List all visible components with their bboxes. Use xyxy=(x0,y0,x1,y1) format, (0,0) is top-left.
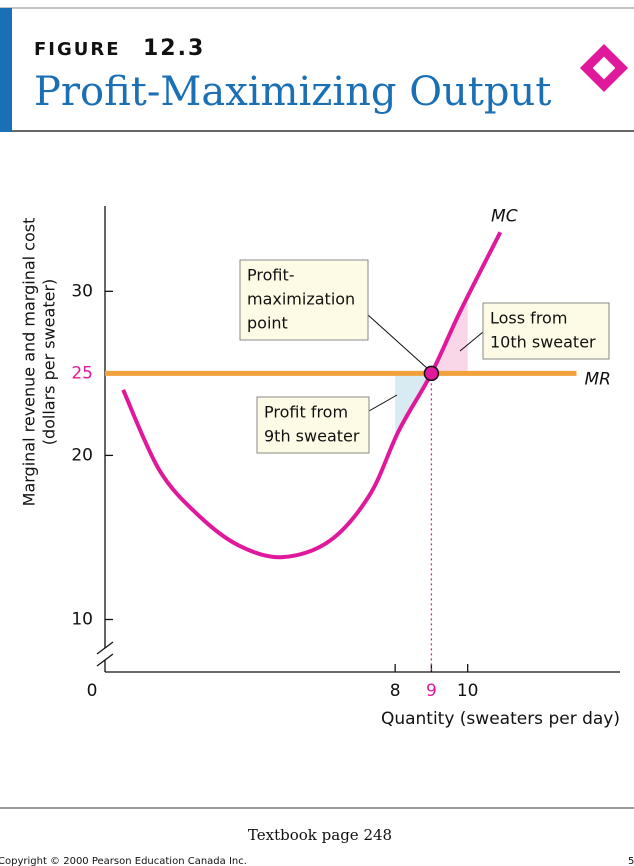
annotation-text: Profit- xyxy=(247,266,295,285)
x-tick-label: 0 xyxy=(87,681,98,701)
annotation-box xyxy=(239,259,369,341)
series-label: MC xyxy=(491,206,518,226)
y-axis-label: (dollars per sweater) xyxy=(40,279,59,446)
leader-line xyxy=(459,331,484,352)
header-bar xyxy=(0,8,12,132)
y-tick-label: 10 xyxy=(71,609,93,629)
annotation-text: maximization xyxy=(247,290,355,309)
slide-number: 5 xyxy=(628,856,634,866)
x-axis-label: Quantity (sweaters per day) xyxy=(381,709,620,729)
leader-line xyxy=(368,394,398,412)
y-tick-label: 20 xyxy=(71,445,93,465)
series-label: MR xyxy=(584,369,610,389)
series-line xyxy=(121,231,503,560)
y-tick-label: 25 xyxy=(71,363,93,383)
annotation-box xyxy=(482,302,610,360)
axis-break xyxy=(96,641,114,655)
annotation-text: 9th sweater xyxy=(264,427,360,446)
x-tick-label: 8 xyxy=(390,681,401,701)
optimum-point xyxy=(423,365,440,382)
annotation-box xyxy=(256,396,370,454)
annotation-text: point xyxy=(247,314,288,333)
y-axis-label: Marginal revenue and marginal cost xyxy=(20,218,39,507)
y-tick-label: 30 xyxy=(71,281,93,301)
annotation-text: 10th sweater xyxy=(490,333,596,352)
x-tick-label: 9 xyxy=(426,681,437,701)
annotation-text: Profit from xyxy=(264,403,348,422)
nav-icon xyxy=(579,43,629,93)
figure-label: FIGURE xyxy=(34,39,121,60)
annotation-text: Loss from xyxy=(490,309,567,328)
copyright: Copyright © 2000 Pearson Education Canad… xyxy=(0,856,247,866)
leader-line xyxy=(367,314,429,370)
axis-break xyxy=(96,653,114,667)
figure-title: Profit-Maximizing Output xyxy=(34,69,551,115)
page-ref: Textbook page 248 xyxy=(248,826,392,844)
figure-number: 12.3 xyxy=(143,36,205,61)
x-tick-label: 10 xyxy=(457,681,479,701)
